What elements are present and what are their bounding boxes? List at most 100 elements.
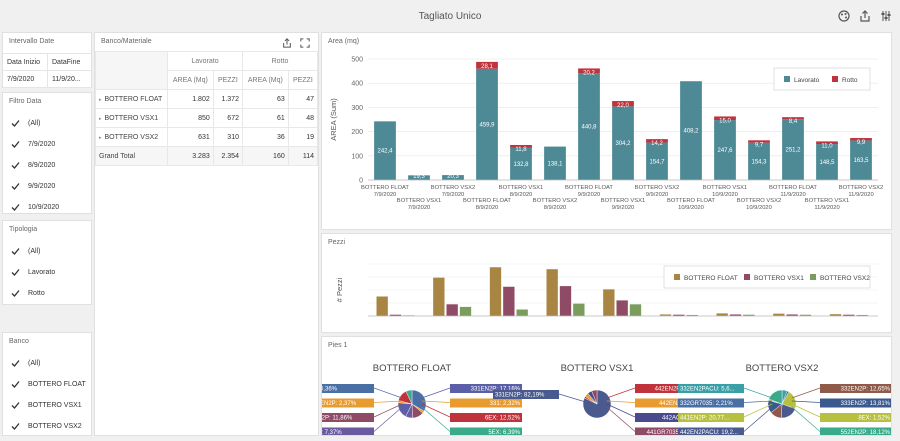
- expand-caret-icon[interactable]: ▸: [99, 134, 102, 141]
- pie-label-box: [820, 398, 892, 408]
- pie-label: 442EN2P: 2,37%: [322, 401, 357, 407]
- checkbox-check-icon[interactable]: [11, 268, 20, 277]
- pie-label-box: [820, 413, 892, 422]
- pie-label-connector: [373, 387, 403, 399]
- bar-bottero-vsx2: [856, 314, 868, 316]
- y-axis-label: # Pezzi: [335, 277, 344, 302]
- checkbox-check-icon[interactable]: [11, 380, 20, 389]
- expand-caret-icon[interactable]: ▸: [99, 115, 102, 122]
- legend-swatch: [832, 76, 838, 82]
- pie-label-box: [635, 398, 707, 408]
- bar-bottero-vsx1: [446, 304, 458, 316]
- legend: Lavorato Rotto: [773, 67, 871, 91]
- pie-label-connector: [743, 403, 773, 418]
- pie-label-box: [635, 413, 707, 422]
- type-filter-title: Tipologia: [9, 226, 38, 233]
- pie-label-box: [635, 384, 707, 393]
- bar-bottero-float: [489, 267, 502, 316]
- palette-icon[interactable]: [838, 10, 850, 22]
- legend: BOTTERO FLOAT BOTTERO VSX1 BOTTERO VSX2: [663, 265, 871, 289]
- bar-data-label: 138,1: [547, 161, 563, 167]
- pivot-measure-header: AREA (Mq): [167, 70, 214, 90]
- checkbox-label: (All): [28, 360, 41, 367]
- checkbox-check-icon[interactable]: [11, 359, 20, 368]
- pie-label-connector: [791, 406, 821, 432]
- checkbox-check-icon[interactable]: [11, 161, 20, 170]
- checkbox-check-icon[interactable]: [11, 422, 20, 431]
- x-tick-label: 10/9/2020: [746, 205, 772, 211]
- bar-bottero-float: [829, 314, 842, 316]
- pivot-cell: 36: [241, 127, 289, 147]
- pivot-row-header[interactable]: ▸ BOTTERO FLOAT: [95, 89, 168, 109]
- bench-filter-item-float[interactable]: BOTTERO FLOAT: [11, 374, 86, 395]
- pivot-total-cell: 3.283: [167, 146, 214, 166]
- checkbox-check-icon[interactable]: [11, 401, 20, 410]
- checkbox-check-icon[interactable]: [11, 119, 20, 128]
- checkbox-check-icon[interactable]: [11, 182, 20, 191]
- pie-label: 4: 30,36%: [322, 387, 338, 393]
- x-tick-label: 11/9/2020: [848, 192, 873, 198]
- bar-data-label: 242,4: [377, 149, 393, 155]
- bar-data-label: 408,2: [683, 129, 699, 135]
- bar-bottero-float: [546, 269, 558, 316]
- pivot-row-header[interactable]: ▸ BOTTERO VSX1: [95, 108, 168, 128]
- pie-label-connector: [791, 403, 821, 418]
- pie-label-connector: [606, 387, 636, 399]
- checkbox-check-icon[interactable]: [11, 289, 20, 298]
- x-tick-label: BOTTERO FLOAT: [565, 185, 613, 191]
- checkbox-check-icon[interactable]: [11, 203, 20, 212]
- bar-bottero-vsx1: [503, 286, 515, 316]
- x-tick-label: 8/9/2020: [510, 192, 533, 198]
- legend-label: BOTTERO VSX1: [754, 275, 804, 282]
- date-filter-item-7-9[interactable]: 7/9/2020: [11, 134, 59, 155]
- checkbox-check-icon[interactable]: [11, 140, 20, 149]
- checkbox-label: BOTTERO VSX2: [28, 423, 82, 430]
- date-filter-title: Filtro Data: [9, 98, 42, 105]
- x-tick-label: 7/9/2020: [374, 192, 397, 198]
- pivot-row-header[interactable]: ▸ BOTTERO VSX2: [95, 127, 168, 147]
- bar-rotto: [782, 117, 804, 120]
- pivot-panel: Banco/Materiale Lavorato Rotto AREA (Mq)…: [94, 32, 319, 436]
- pie-label: 332EN2P: 12,65%: [841, 387, 891, 393]
- date-filter-item-8-9[interactable]: 8/9/2020: [11, 155, 59, 176]
- start-date-value[interactable]: 7/9/2020: [7, 76, 35, 83]
- date-filter-item-all[interactable]: (All): [11, 113, 59, 134]
- bench-filter-item-vsx1[interactable]: BOTTERO VSX1: [11, 395, 86, 416]
- bar-lavorato: [646, 142, 668, 180]
- x-tick-label: 8/9/2020: [544, 205, 567, 211]
- pie-label-box: [450, 398, 522, 408]
- pivot-group-header[interactable]: Lavorato: [167, 51, 243, 71]
- pivot-group-header[interactable]: Rotto: [241, 51, 319, 71]
- bar-data-label: 19,3: [413, 174, 425, 180]
- bench-filter-item-all[interactable]: (All): [11, 353, 86, 374]
- type-filter-item-lavorato[interactable]: Lavorato: [11, 262, 55, 283]
- expand-caret-icon[interactable]: ▸: [99, 96, 102, 103]
- type-filter-item-rotto[interactable]: Rotto: [11, 283, 55, 304]
- pie-label-box: [493, 390, 559, 399]
- pieces-chart: # Pezzi BOTTERO FLOAT BOTTERO VSX1 BOTTERO …: [335, 263, 878, 317]
- date-filter-item-10-9[interactable]: 10/9/2020: [11, 197, 59, 218]
- x-tick-label: BOTTERO FLOAT: [361, 185, 409, 191]
- checkbox-check-icon[interactable]: [11, 247, 20, 256]
- pie-label: 5EX: 6,39%: [488, 430, 520, 435]
- pie-label: 4EN2P: 11,86%: [322, 416, 353, 422]
- pieces-chart-title: Pezzi: [328, 239, 346, 246]
- parameters-icon[interactable]: [880, 10, 892, 22]
- export-icon[interactable]: [859, 10, 871, 22]
- pie-label-box: [450, 427, 522, 437]
- bar-bottero-vsx2: [686, 314, 698, 316]
- bar-lavorato: [510, 147, 532, 180]
- end-date-value[interactable]: 11/9/20...: [47, 71, 91, 87]
- y-tick-label: 200: [351, 129, 363, 136]
- x-tick-label: BOTTERO VSX1: [499, 185, 543, 191]
- export-icon[interactable]: [282, 38, 292, 48]
- date-filter-item-9-9[interactable]: 9/9/2020: [11, 176, 59, 197]
- legend-box: [773, 67, 871, 91]
- date-filter-panel: Filtro Data (All) 7/9/2020 8/9/2020 9/9/…: [2, 92, 92, 214]
- type-filter-item-all[interactable]: (All): [11, 241, 55, 262]
- checkbox-label: BOTTERO FLOAT: [28, 381, 86, 388]
- pie-label: 332EN2PACU: 5,6...: [680, 387, 735, 393]
- fullscreen-icon[interactable]: [300, 38, 310, 48]
- bench-filter-item-vsx2[interactable]: BOTTERO VSX2: [11, 416, 86, 437]
- bar-bottero-float: [433, 277, 445, 316]
